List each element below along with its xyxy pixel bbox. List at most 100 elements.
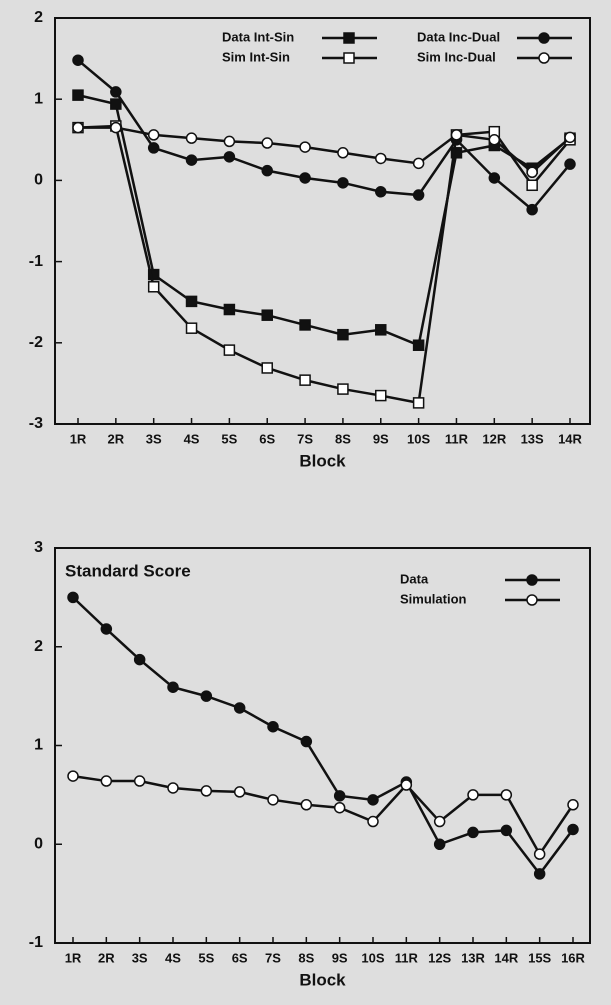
marker (185, 295, 198, 308)
marker (343, 52, 355, 64)
legend-label: Data Inc-Dual (417, 29, 500, 44)
marker (200, 785, 213, 797)
x-tick-label: 12S (428, 950, 451, 965)
marker (72, 121, 84, 134)
marker (100, 623, 113, 635)
marker (538, 52, 550, 64)
x-tick-label: 12R (482, 431, 506, 446)
marker (261, 137, 273, 149)
marker (267, 720, 279, 733)
marker (367, 815, 379, 828)
x-tick-label: 13S (521, 431, 544, 446)
x-tick-label: 8S (298, 950, 314, 965)
y-tick-label: 2 (34, 638, 43, 655)
marker (67, 770, 79, 782)
marker (526, 166, 538, 179)
marker (343, 32, 355, 44)
marker (412, 397, 425, 409)
marker (526, 203, 538, 216)
marker (450, 147, 463, 159)
marker (488, 134, 501, 146)
marker (67, 591, 79, 604)
marker (467, 789, 479, 801)
plot-frame (54, 17, 591, 425)
marker (500, 789, 513, 801)
marker (564, 158, 576, 170)
x-tick-label: 14R (558, 431, 582, 446)
marker (375, 152, 387, 165)
marker (233, 786, 246, 798)
marker (299, 374, 311, 386)
marker (375, 324, 387, 336)
series-line (78, 126, 571, 174)
x-tick-label: 4S (165, 950, 181, 965)
marker (133, 653, 146, 666)
chart-title: Standard Score (65, 561, 191, 580)
marker (337, 147, 349, 159)
y-tick-label: 2 (34, 9, 43, 26)
marker (300, 735, 313, 748)
marker (185, 132, 198, 144)
marker (147, 142, 160, 154)
marker (412, 339, 425, 351)
marker (400, 779, 413, 791)
marker (433, 815, 446, 828)
x-tick-label: 13R (461, 950, 485, 965)
marker (337, 177, 349, 189)
y-tick-label: 3 (34, 539, 43, 556)
marker (261, 362, 273, 374)
y-tick-label: 0 (34, 835, 43, 852)
x-tick-label: 10S (361, 950, 384, 965)
x-tick-label: 8S (335, 431, 351, 446)
marker (110, 121, 122, 134)
x-tick-label: 14R (494, 950, 518, 965)
marker (267, 794, 279, 806)
y-tick-label: -1 (29, 934, 43, 951)
legend-label: Sim Inc-Dual (417, 49, 496, 64)
series-line (77, 59, 571, 212)
marker (223, 135, 236, 148)
x-tick-label: 1R (70, 431, 87, 446)
x-tick-label: 3S (132, 950, 148, 965)
series-line (72, 774, 575, 857)
marker (375, 186, 387, 198)
legend-label: Data Int-Sin (222, 29, 294, 44)
marker (564, 131, 576, 144)
x-axis-label: Block (299, 451, 346, 470)
y-tick-label: -1 (29, 253, 43, 270)
marker (450, 129, 463, 141)
marker (200, 690, 213, 702)
y-tick-label: -3 (29, 415, 43, 432)
marker (526, 574, 538, 586)
x-tick-label: 1R (65, 950, 82, 965)
y-tick-label: -2 (29, 334, 43, 351)
marker (185, 154, 198, 166)
y-tick-label: 0 (34, 172, 43, 189)
marker (133, 775, 146, 787)
marker (233, 702, 246, 714)
marker (337, 383, 349, 395)
marker (500, 824, 513, 837)
marker (223, 344, 236, 356)
series-line (77, 124, 571, 405)
x-tick-label: 7S (297, 431, 313, 446)
x-tick-label: 11R (395, 950, 419, 965)
marker (299, 141, 311, 153)
marker (538, 32, 550, 44)
series-line (72, 596, 574, 876)
marker (167, 681, 179, 693)
x-tick-label: 11R (445, 431, 469, 446)
marker (299, 319, 311, 331)
series-line (77, 93, 571, 347)
marker (223, 151, 236, 163)
marker (167, 782, 179, 794)
x-axis-label: Block (299, 970, 346, 989)
marker (367, 794, 379, 806)
marker (333, 801, 346, 814)
marker (110, 98, 122, 110)
x-tick-label: 7S (265, 950, 281, 965)
marker (412, 189, 425, 201)
